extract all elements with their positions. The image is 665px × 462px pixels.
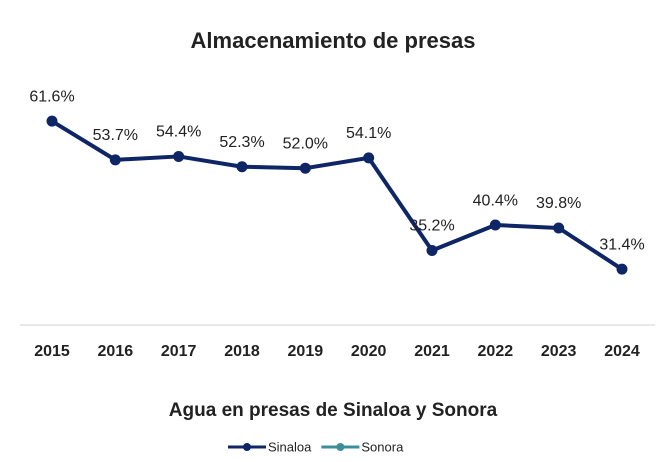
data-label: 54.1% [346, 125, 391, 142]
data-point [553, 222, 565, 234]
x-tick-label: 2020 [351, 343, 387, 360]
data-point [426, 245, 438, 257]
data-label: 53.7% [93, 127, 138, 144]
data-label: 40.4% [473, 192, 518, 209]
data-point [236, 161, 248, 173]
data-label: 52.3% [219, 134, 264, 151]
x-tick-label: 2015 [34, 343, 70, 360]
chart-title: Almacenamiento de presas [191, 28, 476, 53]
data-point [299, 162, 311, 174]
x-tick-label: 2018 [224, 343, 260, 360]
data-point [489, 219, 501, 231]
data-point [173, 150, 185, 162]
x-tick-label: 2022 [478, 343, 514, 360]
legend-label: Sinaloa [268, 439, 312, 454]
x-tick-label: 2021 [414, 343, 450, 360]
x-axis-label: Agua en presas de Sinaloa y Sonora [169, 400, 498, 421]
data-label: 52.0% [283, 135, 328, 152]
data-point [109, 154, 121, 166]
x-tick-label: 2024 [604, 343, 640, 360]
x-tick-label: 2019 [288, 343, 324, 360]
x-tick-label: 2023 [541, 343, 577, 360]
series-line [50, 119, 624, 271]
data-point [46, 115, 58, 127]
data-label: 39.8% [536, 195, 581, 212]
data-label: 31.4% [599, 236, 644, 253]
legend-marker [243, 443, 251, 451]
data-label: 61.6% [29, 88, 74, 105]
data-point [363, 152, 375, 164]
x-tick-label: 2016 [98, 343, 134, 360]
legend-marker [336, 443, 345, 451]
data-label: 54.4% [156, 124, 201, 141]
data-point [616, 263, 628, 275]
data-label: 35.2% [409, 218, 454, 235]
x-tick-label: 2017 [161, 343, 197, 360]
legend-label: Sonora [361, 439, 404, 454]
